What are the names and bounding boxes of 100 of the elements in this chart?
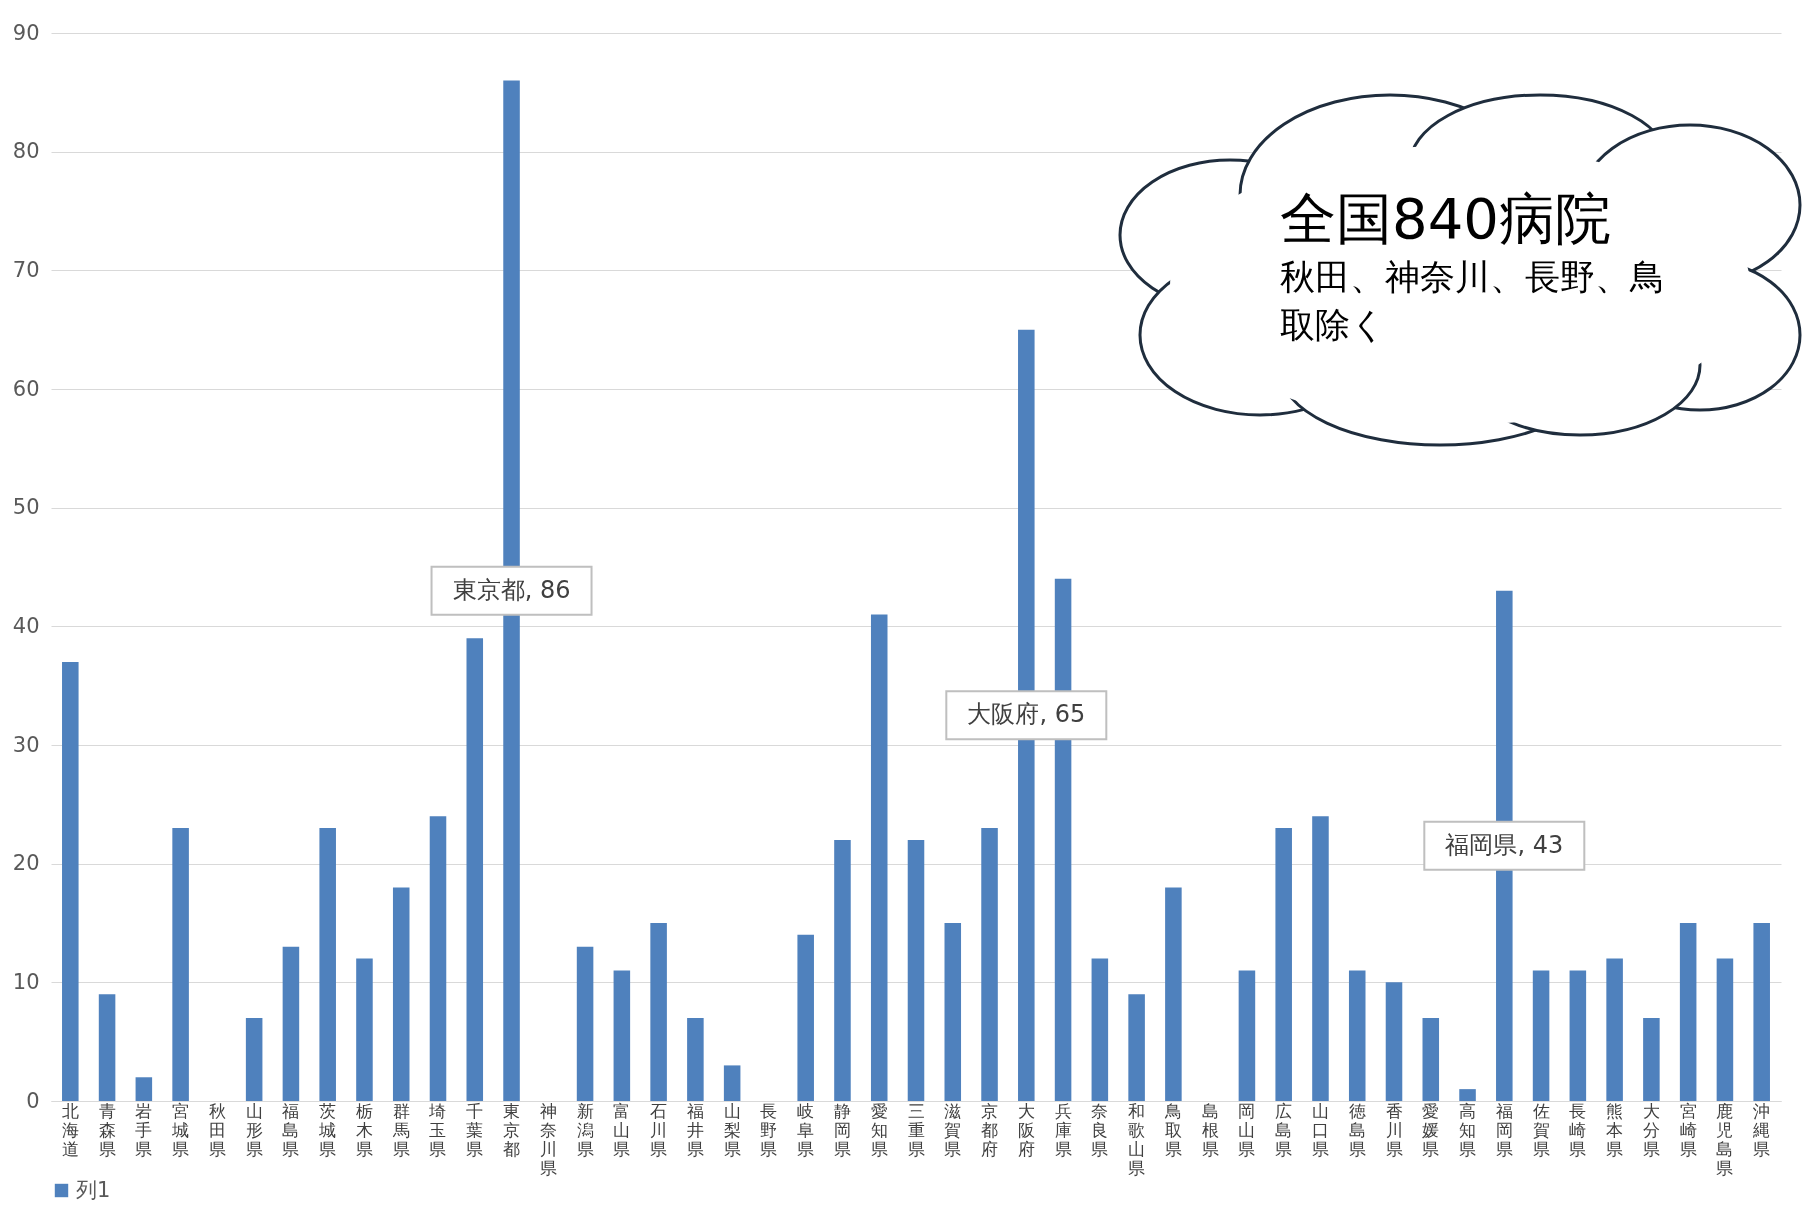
x-tick-label: 山梨県 (723, 1100, 741, 1159)
x-tick-label: 石川県 (650, 1100, 668, 1159)
bar (1165, 887, 1182, 1101)
x-tick-label: 山形県 (245, 1100, 263, 1159)
x-tick-label: 鳥取県 (1163, 1100, 1182, 1159)
y-tick-label: 60 (12, 376, 40, 401)
bar (1275, 828, 1292, 1101)
bar (907, 839, 925, 1101)
x-tick-label: 滋賀県 (944, 1100, 962, 1159)
bar (1312, 816, 1329, 1101)
y-tick-label: 50 (12, 495, 40, 520)
bar (1716, 958, 1734, 1101)
x-tick-label: 東京都 (503, 1100, 521, 1159)
x-tick-label: 福井県 (686, 1100, 704, 1159)
data-label: 東京都, 86 (452, 575, 571, 604)
bar (466, 638, 484, 1101)
x-tick-label: 茨城県 (318, 1100, 337, 1159)
bar (1348, 970, 1366, 1101)
bar (392, 887, 410, 1101)
x-tick-label: 北海道 (61, 1100, 79, 1159)
x-tick-label: 三重県 (907, 1100, 925, 1159)
y-tick-label: 40 (12, 613, 40, 638)
data-label: 福岡県, 43 (1445, 830, 1564, 859)
x-tick-label: 鹿児島県 (1716, 1100, 1734, 1178)
bar (687, 1017, 704, 1101)
x-tick-label: 新潟県 (576, 1100, 594, 1159)
x-tick-label: 福島県 (282, 1100, 300, 1159)
x-tick-label: 兵庫県 (1054, 1100, 1072, 1159)
bar (613, 970, 631, 1101)
data-label: 大阪府, 65 (967, 700, 1086, 729)
x-tick-label: 岡山県 (1238, 1100, 1256, 1159)
x-tick-label: 徳島県 (1348, 1100, 1366, 1159)
bar (172, 828, 189, 1101)
x-tick-label: 高知県 (1459, 1100, 1477, 1159)
bar (1643, 1017, 1660, 1101)
bar (319, 828, 336, 1101)
bar (282, 946, 300, 1101)
x-tick-label: 熊本県 (1606, 1100, 1624, 1159)
x-tick-label: 広島県 (1275, 1100, 1293, 1159)
x-tick-label: 千葉県 (466, 1100, 484, 1159)
x-tick-label: 岩手県 (135, 1100, 153, 1159)
bar (576, 946, 594, 1101)
x-tick-label: 大分県 (1642, 1100, 1660, 1159)
bar (98, 994, 116, 1101)
bar (723, 1065, 741, 1101)
bar (1606, 958, 1623, 1101)
bar (1422, 1017, 1440, 1101)
x-tick-label: 岐阜県 (797, 1100, 815, 1159)
x-tick-label: 愛媛県 (1422, 1100, 1440, 1159)
bar (797, 934, 814, 1101)
y-tick-label: 70 (12, 257, 40, 282)
bar (245, 1017, 263, 1101)
x-tick-label: 佐賀県 (1532, 1100, 1550, 1159)
x-tick-label: 宮崎県 (1679, 1100, 1697, 1159)
annotation: 全国840病院 (1280, 185, 1612, 253)
bar (135, 1077, 153, 1101)
x-tick-label: 福岡県 (1495, 1100, 1513, 1159)
annotation: 秋田、神奈川、長野、鳥取除く (1280, 256, 1666, 347)
x-tick-label: 愛知県 (870, 1100, 888, 1159)
bar (1569, 970, 1587, 1101)
bar (1385, 982, 1403, 1101)
bar (1753, 923, 1770, 1101)
x-tick-label: 栃木県 (355, 1100, 373, 1159)
x-tick-label: 秋田県 (208, 1100, 226, 1159)
x-tick-label: 香川県 (1385, 1100, 1403, 1159)
x-tick-label: 宮城県 (171, 1100, 190, 1159)
x-tick-label: 青森県 (98, 1100, 116, 1159)
x-tick-label: 埼玉県 (428, 1100, 447, 1159)
bar (62, 661, 79, 1101)
bar (834, 839, 851, 1101)
bar (1679, 923, 1697, 1101)
y-tick-label: 0 (26, 1088, 40, 1113)
x-tick-label: 富山県 (613, 1100, 631, 1159)
legend-label: 列1 (76, 1177, 111, 1202)
x-tick-label: 山口県 (1311, 1100, 1329, 1159)
bar (650, 923, 667, 1101)
x-tick-label: 大阪府 (1017, 1100, 1035, 1159)
y-tick-label: 20 (12, 851, 40, 876)
bar (870, 614, 888, 1101)
bar (981, 828, 998, 1101)
y-tick-label: 90 (12, 20, 40, 45)
x-tick-label: 沖縄県 (1752, 1100, 1771, 1159)
x-tick-label: 長野県 (760, 1100, 778, 1159)
x-tick-label: 神奈川県 (539, 1100, 557, 1178)
x-tick-label: 奈良県 (1091, 1100, 1109, 1159)
bar (1128, 994, 1145, 1101)
bar (1238, 970, 1256, 1101)
x-tick-label: 長崎県 (1569, 1100, 1587, 1159)
bar (944, 923, 962, 1101)
x-tick-label: 島根県 (1201, 1100, 1219, 1159)
y-tick-label: 30 (12, 732, 40, 757)
x-tick-label: 和歌山県 (1128, 1100, 1146, 1178)
y-tick-label: 10 (12, 969, 40, 994)
bar (1091, 958, 1109, 1101)
x-tick-label: 静岡県 (833, 1100, 851, 1159)
x-tick-label: 京都府 (981, 1100, 999, 1159)
bar (1532, 970, 1550, 1101)
y-tick-label: 80 (12, 139, 40, 164)
bar (429, 816, 447, 1101)
bar (356, 958, 373, 1101)
